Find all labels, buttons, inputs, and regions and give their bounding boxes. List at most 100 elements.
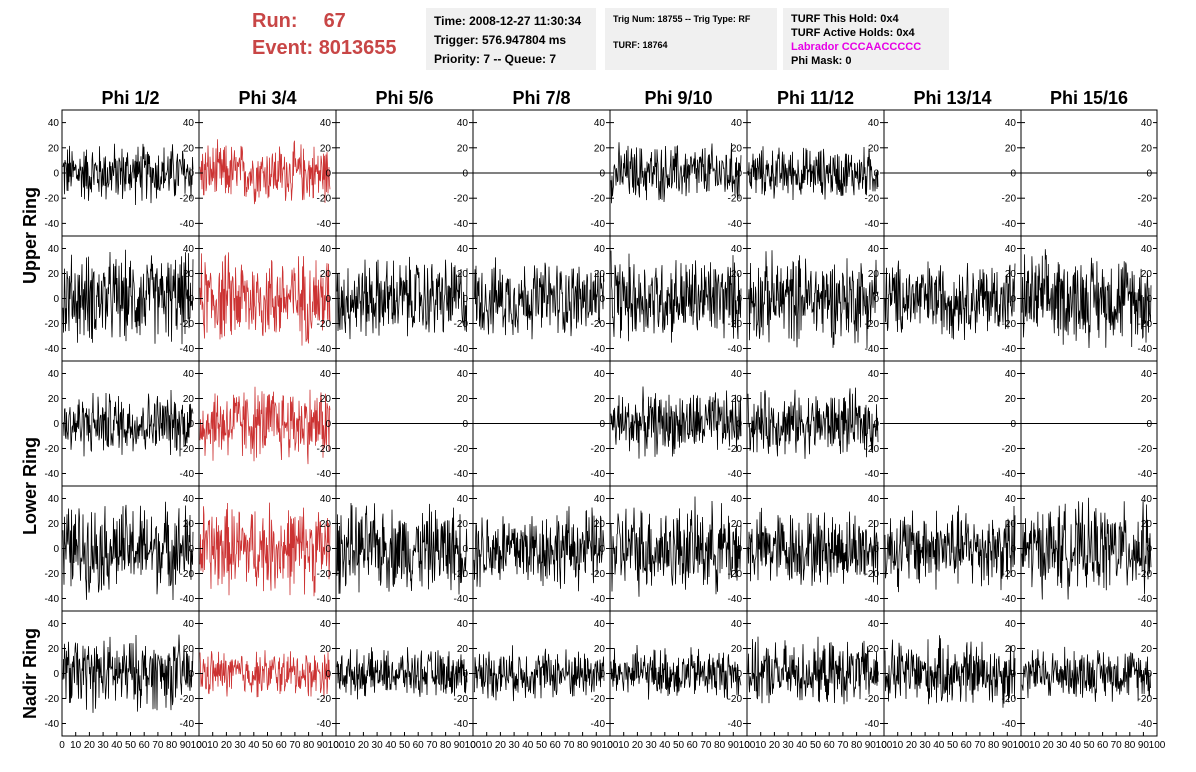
- y-tick-label: -20: [728, 569, 743, 580]
- y-tick-label: -20: [180, 694, 195, 705]
- y-tick-label: -20: [1002, 319, 1017, 330]
- y-tick-label: 20: [48, 394, 60, 405]
- y-tick-label: 20: [731, 644, 743, 655]
- y-tick-label: -20: [1138, 444, 1153, 455]
- y-tick-label: 40: [868, 494, 880, 505]
- y-tick-label: 20: [1005, 394, 1017, 405]
- y-tick-label: 20: [183, 143, 195, 154]
- y-tick-label: 40: [1005, 244, 1017, 255]
- x-tick-label: 80: [440, 740, 452, 751]
- y-tick-label: -20: [591, 569, 606, 580]
- y-tick-label: -20: [45, 194, 60, 205]
- x-tick-label: 0: [881, 740, 887, 751]
- turf-info-box: TURF This Hold: 0x4 TURF Active Holds: 0…: [783, 8, 949, 70]
- y-tick-label: 20: [457, 394, 469, 405]
- y-tick-label: 0: [1146, 669, 1152, 680]
- y-tick-label: -40: [865, 719, 880, 730]
- x-tick-label: 50: [262, 740, 274, 751]
- y-tick-label: 40: [320, 118, 332, 129]
- x-tick-label: 40: [796, 740, 808, 751]
- waveform-trace: [62, 389, 194, 457]
- x-tick-label: 90: [180, 740, 192, 751]
- y-tick-label: -40: [728, 719, 743, 730]
- x-tick-label: 70: [974, 740, 986, 751]
- y-tick-label: 40: [594, 244, 606, 255]
- x-tick-label: 40: [248, 740, 260, 751]
- y-tick-label: -20: [45, 569, 60, 580]
- y-tick-label: -20: [728, 694, 743, 705]
- y-tick-label: -20: [317, 694, 332, 705]
- y-tick-label: -40: [1002, 344, 1017, 355]
- x-tick-label: 50: [536, 740, 548, 751]
- x-tick-label: 30: [783, 740, 795, 751]
- y-tick-label: -40: [317, 344, 332, 355]
- y-tick-label: 20: [731, 394, 743, 405]
- y-tick-label: -20: [454, 319, 469, 330]
- x-tick-label: 10: [892, 740, 904, 751]
- y-tick-label: -40: [454, 344, 469, 355]
- x-tick-label: 100: [465, 740, 482, 751]
- y-tick-label: 20: [457, 143, 469, 154]
- y-tick-label: -40: [1002, 594, 1017, 605]
- y-tick-label: -40: [1138, 344, 1153, 355]
- waveform-trace: [747, 146, 879, 201]
- y-tick-label: -40: [45, 719, 60, 730]
- row-label: Lower Ring: [20, 437, 40, 535]
- y-tick-label: -40: [591, 594, 606, 605]
- x-tick-label: 10: [344, 740, 356, 751]
- waveform-trace: [610, 644, 742, 700]
- x-tick-label: 20: [632, 740, 644, 751]
- y-tick-label: 40: [320, 494, 332, 505]
- y-tick-label: 40: [183, 244, 195, 255]
- y-tick-label: 40: [1005, 619, 1017, 630]
- x-tick-label: 50: [1083, 740, 1095, 751]
- y-tick-label: -40: [591, 344, 606, 355]
- column-header: Phi 7/8: [512, 88, 570, 108]
- y-tick-label: -40: [1138, 219, 1153, 230]
- y-tick-label: 20: [868, 519, 880, 530]
- column-header: Phi 13/14: [913, 88, 991, 108]
- x-tick-label: 30: [920, 740, 932, 751]
- x-tick-label: 90: [865, 740, 877, 751]
- y-tick-label: 0: [188, 169, 194, 180]
- waveform-trace: [62, 634, 194, 713]
- x-tick-label: 20: [1043, 740, 1055, 751]
- waveform-trace: [336, 256, 468, 340]
- y-tick-label: 0: [1146, 544, 1152, 555]
- waveform-trace: [610, 250, 742, 343]
- y-tick-label: 40: [1005, 118, 1017, 129]
- y-tick-label: 0: [53, 294, 59, 305]
- y-tick-label: -20: [728, 444, 743, 455]
- waveform-trace: [199, 252, 331, 346]
- x-tick-label: 100: [191, 740, 208, 751]
- waveform-trace: [199, 650, 331, 699]
- y-tick-label: -40: [728, 594, 743, 605]
- y-tick-label: -40: [317, 594, 332, 605]
- y-tick-label: 40: [183, 118, 195, 129]
- y-tick-label: 40: [594, 118, 606, 129]
- x-tick-label: 30: [235, 740, 247, 751]
- y-tick-label: 0: [1010, 419, 1016, 430]
- column-header: Phi 15/16: [1050, 88, 1128, 108]
- y-tick-label: 40: [1005, 494, 1017, 505]
- y-tick-label: -20: [180, 319, 195, 330]
- y-tick-label: 40: [731, 244, 743, 255]
- y-tick-label: 20: [868, 394, 880, 405]
- x-tick-label: 80: [1124, 740, 1136, 751]
- y-tick-label: 0: [873, 294, 879, 305]
- y-tick-label: -40: [45, 469, 60, 480]
- y-tick-label: -20: [1138, 569, 1153, 580]
- y-tick-label: 0: [462, 294, 468, 305]
- y-tick-label: -40: [865, 594, 880, 605]
- y-tick-label: -40: [180, 594, 195, 605]
- waveform-trace: [884, 260, 1016, 341]
- y-tick-label: -20: [317, 319, 332, 330]
- waveform-trace: [747, 250, 879, 349]
- y-tick-label: -20: [728, 319, 743, 330]
- x-tick-label: 50: [399, 740, 411, 751]
- waveform-trace: [1021, 497, 1152, 600]
- x-tick-label: 80: [988, 740, 1000, 751]
- y-tick-label: 40: [183, 619, 195, 630]
- y-tick-label: -40: [317, 719, 332, 730]
- y-tick-label: 20: [1005, 519, 1017, 530]
